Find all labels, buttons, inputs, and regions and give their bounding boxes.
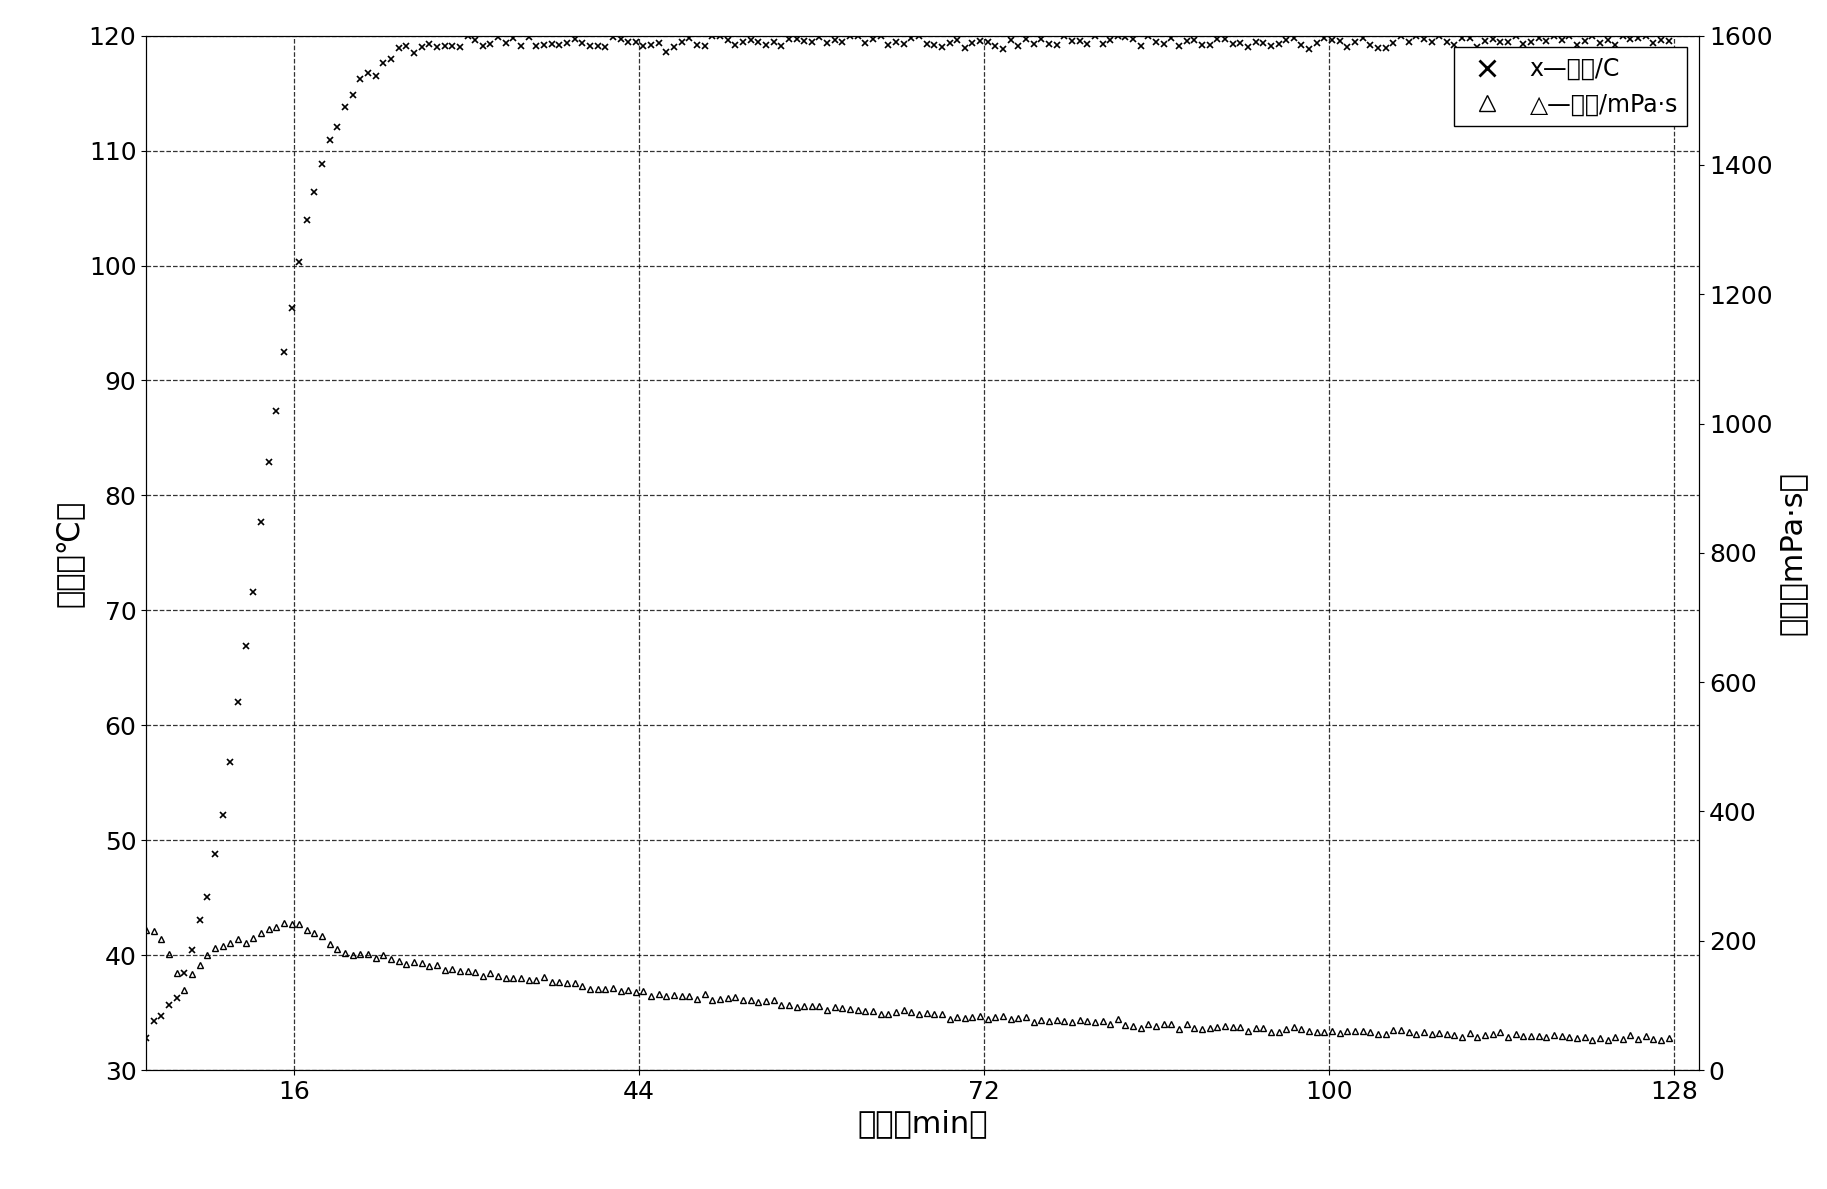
Y-axis label: 粘度（mPa·s）: 粘度（mPa·s）: [1778, 471, 1807, 635]
X-axis label: 时间（min）: 时间（min）: [857, 1109, 988, 1138]
Legend: x—温度/C, △—粘度/mPa·s: x—温度/C, △—粘度/mPa·s: [1454, 48, 1688, 126]
Y-axis label: 温度（℃）: 温度（℃）: [55, 499, 84, 606]
